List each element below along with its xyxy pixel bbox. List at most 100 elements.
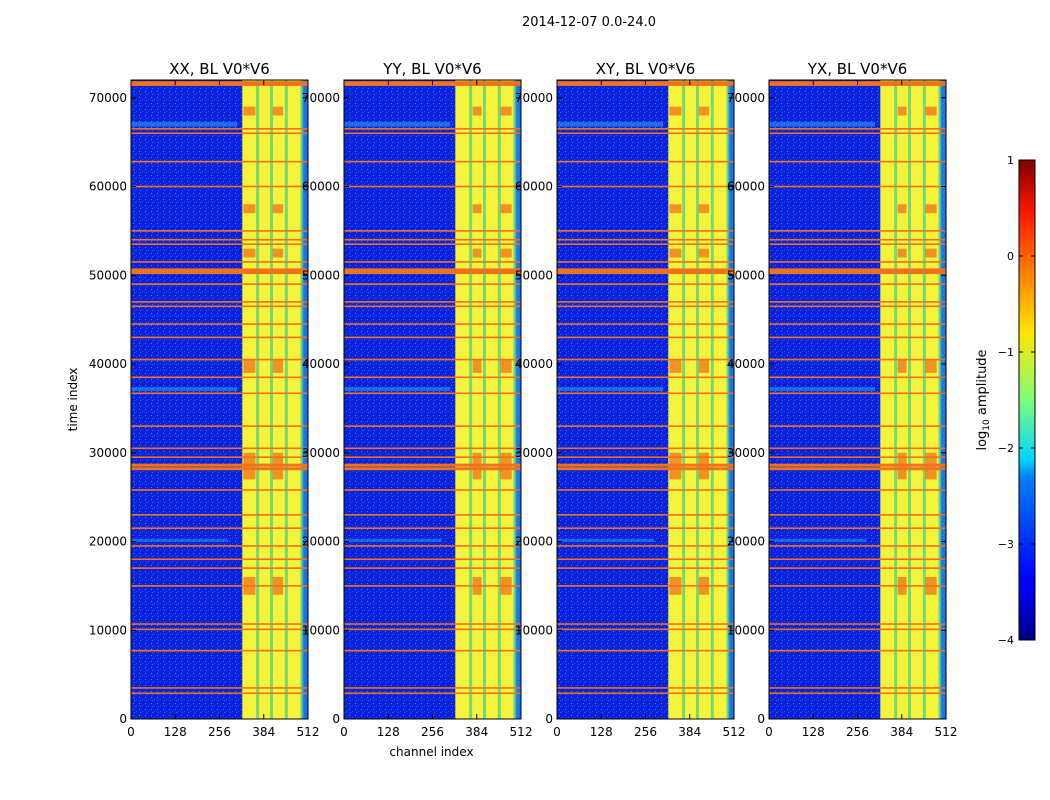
rfi-row bbox=[557, 687, 734, 689]
panel-4: YX, BL V0*V6 0 128 256 384 512 0 10000 20000 3000… bbox=[727, 60, 958, 739]
panel-title: YY, BL V0*V6 bbox=[382, 60, 481, 78]
rfi-row bbox=[344, 358, 521, 361]
x-tick-label: 128 bbox=[377, 725, 400, 739]
x-tick-label: 384 bbox=[252, 725, 275, 739]
band-separator bbox=[894, 80, 898, 719]
y-tick-label: 10000 bbox=[515, 623, 553, 637]
y-tick-label: 20000 bbox=[727, 535, 765, 549]
rfi-row bbox=[769, 323, 946, 325]
rfi-row bbox=[344, 447, 521, 450]
band-separator bbox=[922, 80, 926, 719]
rfi-row bbox=[557, 628, 734, 631]
y-tick-label: 70000 bbox=[515, 91, 553, 105]
y-tick-label: 20000 bbox=[515, 535, 553, 549]
rfi-row bbox=[131, 467, 308, 471]
hot-spot bbox=[500, 106, 512, 116]
rfi-row bbox=[557, 456, 734, 458]
y-tick-label: 10000 bbox=[302, 623, 340, 637]
edge-strip bbox=[515, 80, 521, 719]
rfi-row bbox=[557, 585, 734, 587]
colorbar-gradient bbox=[1018, 159, 1036, 641]
y-tick-label: 30000 bbox=[727, 446, 765, 460]
rfi-row bbox=[131, 132, 308, 135]
y-tick-label: 20000 bbox=[302, 535, 340, 549]
hot-spot bbox=[669, 106, 682, 116]
rfi-row bbox=[557, 336, 734, 339]
rfi-row bbox=[769, 243, 946, 245]
hot-spot bbox=[925, 106, 937, 116]
x-tick-label: 128 bbox=[164, 725, 187, 739]
rfi-row bbox=[344, 649, 521, 652]
x-tick-label: 512 bbox=[723, 725, 746, 739]
band-separator bbox=[513, 80, 517, 719]
rfi-row bbox=[131, 301, 308, 303]
y-tick-label: 50000 bbox=[515, 268, 553, 282]
rfi-row bbox=[769, 268, 946, 272]
y-tick-label: 30000 bbox=[515, 446, 553, 460]
rfi-row bbox=[769, 628, 946, 631]
faint-band bbox=[769, 387, 876, 392]
rfi-row bbox=[131, 527, 308, 529]
rfi-row bbox=[131, 230, 308, 232]
rfi-row bbox=[769, 447, 946, 450]
rfi-row bbox=[131, 489, 308, 491]
rfi-row bbox=[344, 558, 521, 561]
rfi-row bbox=[557, 160, 734, 163]
rfi-row bbox=[344, 230, 521, 232]
hot-spot bbox=[698, 204, 710, 214]
rfi-row bbox=[557, 545, 734, 547]
rfi-row bbox=[769, 376, 946, 379]
rfi-row bbox=[769, 185, 946, 188]
y-tick-label: 20000 bbox=[89, 535, 127, 549]
rfi-row bbox=[769, 545, 946, 547]
band-separator bbox=[256, 80, 260, 719]
edge-strip bbox=[728, 80, 734, 719]
rfi-row bbox=[769, 230, 946, 232]
rfi-row bbox=[344, 283, 521, 285]
y-tick-label: 30000 bbox=[302, 446, 340, 460]
rfi-row bbox=[344, 692, 521, 695]
rfi-row bbox=[131, 514, 308, 516]
hot-spot bbox=[698, 248, 710, 258]
x-tick-label: 0 bbox=[765, 725, 773, 739]
rfi-row bbox=[344, 392, 521, 395]
rfi-row bbox=[769, 305, 946, 308]
rfi-row bbox=[344, 243, 521, 245]
panel-3: XY, BL V0*V6 0 128 256 384 512 0 10000 20000 3000… bbox=[515, 60, 746, 739]
rfi-row bbox=[557, 305, 734, 308]
rfi-row bbox=[557, 132, 734, 135]
rfi-row bbox=[557, 623, 734, 625]
rfi-row bbox=[769, 527, 946, 529]
rfi-row bbox=[769, 463, 946, 467]
faint-band bbox=[344, 538, 442, 542]
faint-band bbox=[131, 538, 229, 542]
rfi-row bbox=[344, 301, 521, 303]
rfi-row bbox=[344, 160, 521, 163]
hot-spot bbox=[243, 204, 256, 214]
rfi-row bbox=[344, 489, 521, 491]
rfi-row bbox=[557, 358, 734, 361]
rfi-row bbox=[769, 238, 946, 241]
band-separator bbox=[710, 80, 714, 719]
rfi-row bbox=[131, 358, 308, 361]
rfi-row bbox=[557, 301, 734, 303]
faint-band bbox=[557, 538, 655, 542]
rfi-row bbox=[344, 425, 521, 427]
y-tick-label: 30000 bbox=[89, 446, 127, 460]
y-tick-label: 60000 bbox=[727, 180, 765, 194]
rfi-row bbox=[131, 238, 308, 241]
faint-band bbox=[131, 387, 238, 392]
rfi-row bbox=[557, 692, 734, 695]
hot-spot bbox=[472, 106, 482, 116]
colorbar-tick-label: 1 bbox=[1007, 154, 1014, 167]
y-tick-label: 70000 bbox=[89, 91, 127, 105]
rfi-row bbox=[131, 649, 308, 652]
rfi-row bbox=[131, 392, 308, 395]
rfi-row bbox=[769, 128, 946, 130]
rfi-row bbox=[769, 301, 946, 303]
rfi-row bbox=[557, 392, 734, 395]
rfi-row bbox=[344, 463, 521, 467]
y-tick-label: 0 bbox=[545, 712, 553, 726]
panel-title: XX, BL V0*V6 bbox=[169, 60, 270, 78]
rfi-row bbox=[344, 467, 521, 471]
